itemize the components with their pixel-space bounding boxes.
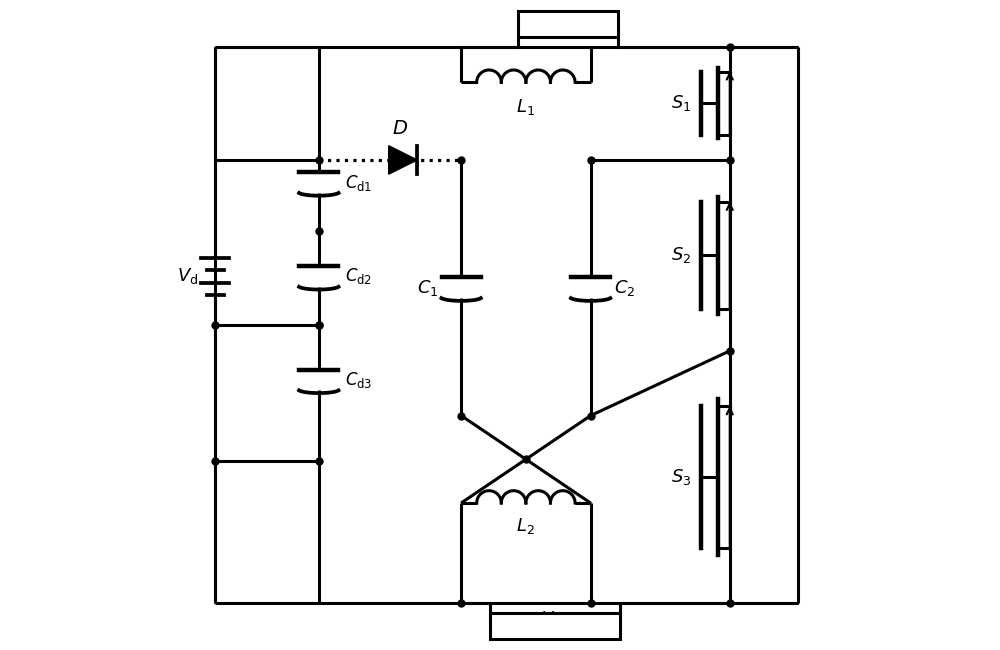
Text: $V_{\mathrm{d}}$: $V_{\mathrm{d}}$: [177, 266, 199, 287]
Text: $S_2$: $S_2$: [671, 246, 691, 265]
Text: $L_2$: $L_2$: [516, 515, 535, 536]
Text: $S_1$: $S_1$: [671, 94, 691, 113]
Text: $C_{\mathrm{d3}}$: $C_{\mathrm{d3}}$: [345, 370, 373, 390]
Text: $S_3$: $S_3$: [671, 467, 691, 487]
Text: $R_1$: $R_1$: [557, 14, 579, 34]
Text: $V_{\mathrm{O1}}$: $V_{\mathrm{O1}}$: [554, 21, 582, 40]
Text: $L_1$: $L_1$: [516, 97, 535, 117]
Text: $C_2$: $C_2$: [614, 278, 635, 298]
Bar: [518, 11, 618, 37]
Polygon shape: [389, 146, 417, 174]
Text: $D$: $D$: [392, 120, 408, 138]
Text: $R_2$: $R_2$: [544, 616, 566, 636]
Bar: [490, 613, 620, 639]
Text: $C_{\mathrm{d1}}$: $C_{\mathrm{d1}}$: [345, 173, 373, 192]
Text: $C_{\mathrm{d2}}$: $C_{\mathrm{d2}}$: [345, 266, 373, 287]
Text: $V_{\mathrm{O2}}$: $V_{\mathrm{O2}}$: [541, 610, 569, 629]
Text: $C_1$: $C_1$: [417, 278, 438, 298]
